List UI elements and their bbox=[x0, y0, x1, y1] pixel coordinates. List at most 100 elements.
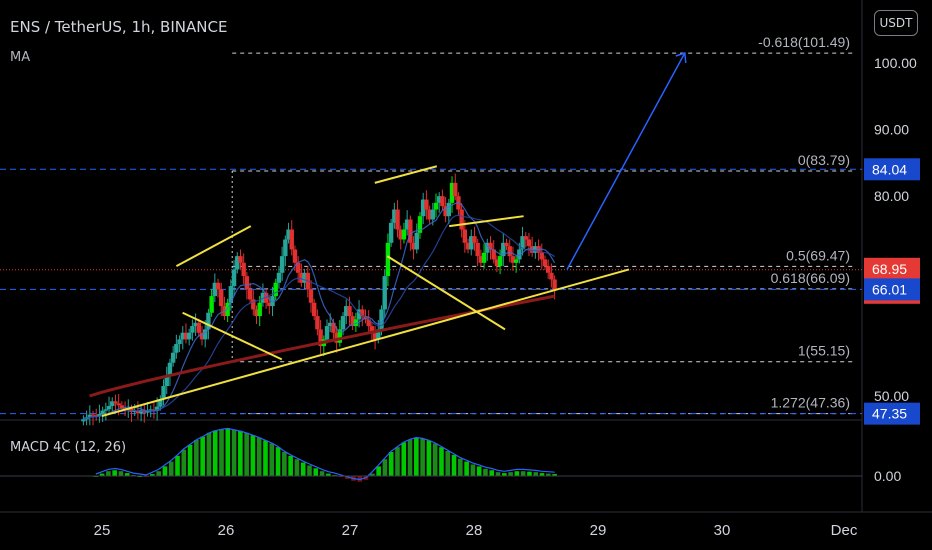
candle bbox=[209, 289, 214, 317]
macd-bar bbox=[458, 458, 463, 476]
candle-body bbox=[190, 326, 195, 333]
candle-body bbox=[366, 319, 371, 327]
price-badge-bg bbox=[864, 257, 920, 280]
pattern-trendline bbox=[374, 165, 438, 184]
price-badge-bg bbox=[864, 402, 920, 425]
candle-body bbox=[315, 316, 320, 330]
candle bbox=[215, 278, 221, 298]
macd-bar bbox=[150, 474, 155, 476]
candle bbox=[183, 323, 189, 344]
macd-bar bbox=[118, 471, 124, 476]
candle-body bbox=[286, 229, 291, 240]
candle bbox=[411, 236, 416, 260]
candle-body bbox=[209, 296, 214, 313]
candle bbox=[196, 318, 201, 337]
macd-bar bbox=[181, 449, 187, 476]
candle-body bbox=[497, 256, 503, 267]
macd-bar bbox=[106, 471, 111, 476]
candle bbox=[504, 238, 509, 251]
macd-bar bbox=[250, 435, 256, 476]
ma-indicator-label[interactable]: MA bbox=[10, 50, 31, 65]
candle bbox=[398, 225, 403, 250]
price-badge-bg bbox=[864, 278, 920, 301]
price-tick-label: 50.00 bbox=[874, 388, 909, 404]
candle-body bbox=[437, 196, 442, 203]
candle-body bbox=[443, 206, 448, 217]
candle-body bbox=[501, 242, 506, 257]
macd-bar bbox=[319, 471, 325, 476]
macd-bar bbox=[225, 428, 231, 476]
macd-bar bbox=[175, 455, 180, 476]
candle-body bbox=[164, 376, 169, 387]
candle-body bbox=[382, 276, 387, 310]
candle-body bbox=[453, 182, 458, 197]
macd-bar bbox=[376, 466, 381, 476]
candle-body bbox=[138, 409, 144, 414]
candle bbox=[164, 366, 169, 395]
candle-body bbox=[219, 289, 224, 307]
candle bbox=[356, 300, 362, 328]
macd-bar bbox=[407, 439, 413, 476]
candle bbox=[372, 326, 378, 350]
candle-body bbox=[199, 332, 205, 340]
candle bbox=[97, 404, 102, 423]
candle bbox=[344, 299, 349, 325]
symbol-title[interactable]: ENS / TetherUS, 1h, BINANCE bbox=[10, 18, 228, 36]
candle-body bbox=[206, 312, 211, 330]
candles bbox=[81, 173, 557, 426]
candle-body bbox=[392, 209, 397, 223]
projection-arrow-line bbox=[566, 52, 686, 270]
macd-indicator-label[interactable]: MACD 4C (12, 26) bbox=[10, 440, 127, 455]
macd-bar bbox=[212, 430, 218, 476]
candle bbox=[103, 402, 109, 421]
candle bbox=[302, 268, 307, 289]
macd-bar bbox=[256, 437, 262, 476]
candle-body bbox=[186, 332, 192, 340]
macd-bar bbox=[263, 440, 268, 476]
candle-body bbox=[328, 322, 333, 327]
candle-body bbox=[475, 242, 480, 257]
candle bbox=[520, 226, 525, 256]
pattern-trendline bbox=[182, 311, 283, 361]
candle bbox=[174, 334, 179, 359]
candle-body bbox=[235, 256, 240, 270]
candle-body bbox=[347, 306, 352, 317]
candle-body bbox=[491, 249, 496, 260]
candle-body bbox=[526, 239, 532, 247]
candle bbox=[289, 220, 294, 256]
candle-body bbox=[465, 242, 471, 250]
macd-bar bbox=[307, 465, 312, 476]
macd-histogram bbox=[93, 428, 557, 482]
candle bbox=[462, 220, 468, 253]
candle-body bbox=[119, 405, 125, 408]
candle-body bbox=[174, 344, 179, 353]
macd-bar bbox=[420, 438, 425, 476]
currency-button[interactable]: USDT bbox=[874, 10, 918, 36]
candle-body bbox=[103, 409, 109, 411]
candle-body bbox=[398, 229, 403, 240]
candle bbox=[446, 198, 452, 225]
candle bbox=[203, 320, 208, 348]
candle-body bbox=[539, 252, 544, 260]
candle bbox=[158, 395, 163, 411]
macd-bar bbox=[238, 430, 243, 476]
macd-bar bbox=[275, 447, 281, 476]
macd-signal-line bbox=[95, 427, 555, 481]
candle-body bbox=[408, 219, 413, 243]
time-tick-label: 28 bbox=[466, 522, 483, 539]
candle-body bbox=[283, 239, 288, 257]
candle-body bbox=[110, 401, 115, 406]
candle-body bbox=[170, 352, 176, 363]
candle-body bbox=[251, 299, 256, 310]
candle-body bbox=[279, 256, 285, 273]
candle-body bbox=[177, 339, 182, 345]
candle-body bbox=[167, 362, 173, 377]
candle bbox=[145, 401, 150, 417]
candle bbox=[193, 313, 198, 337]
candle bbox=[311, 298, 317, 321]
candle bbox=[273, 278, 278, 301]
candle-body bbox=[318, 329, 323, 347]
fib-level-label: 1(55.15) bbox=[798, 343, 850, 359]
macd-bar bbox=[388, 452, 394, 476]
